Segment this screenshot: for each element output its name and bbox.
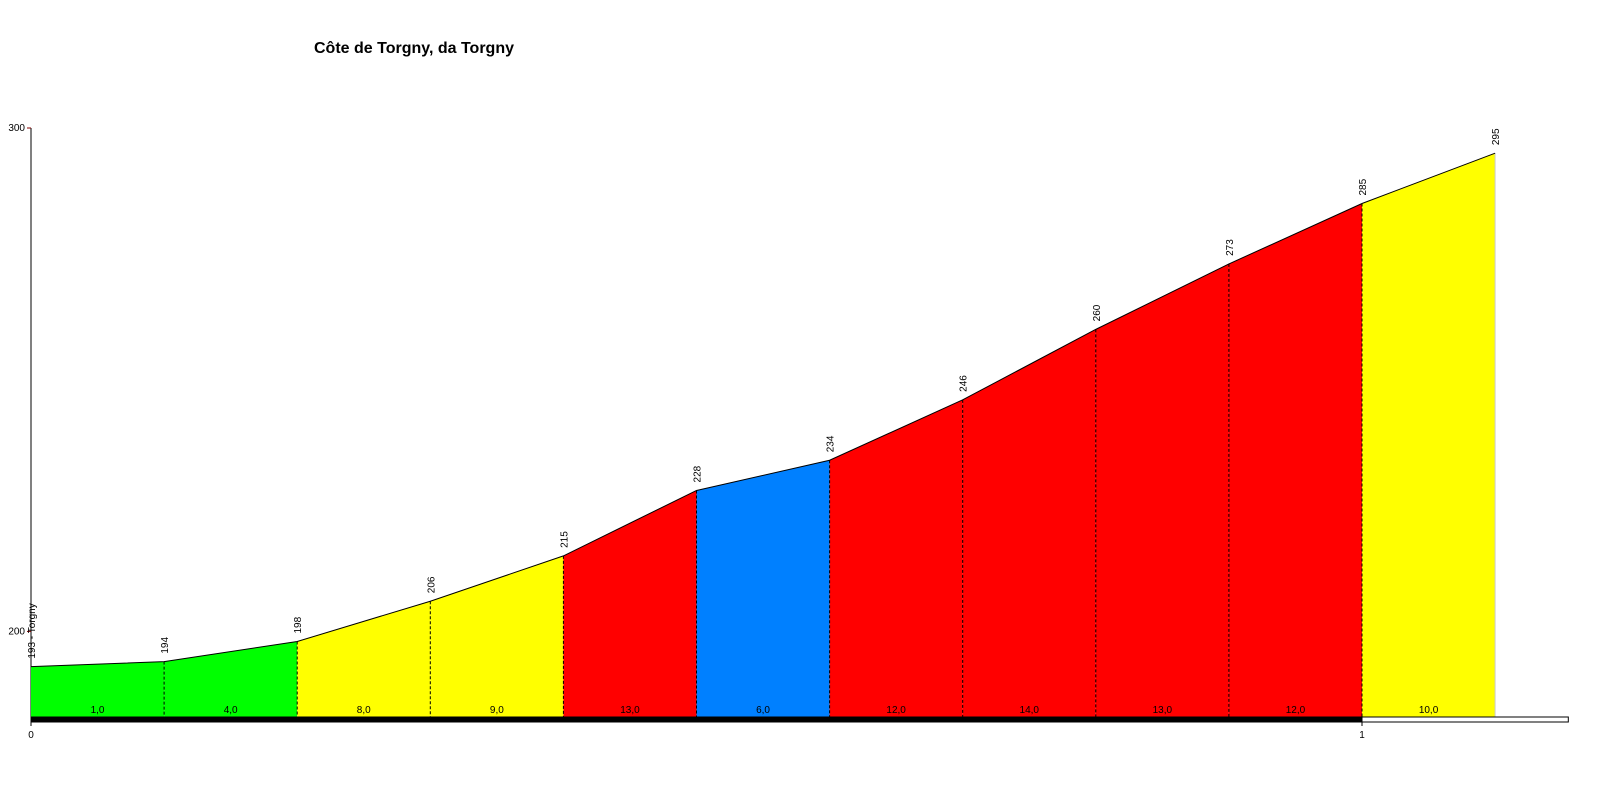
gradient-label: 12,0 <box>886 705 906 716</box>
elevation-label: 295 <box>1491 128 1502 145</box>
gradient-label: 10,0 <box>1419 705 1439 716</box>
gradient-label: 13,0 <box>1153 705 1173 716</box>
gradient-label: 4,0 <box>224 705 238 716</box>
gradient-label: 1,0 <box>91 705 105 716</box>
profile-segment <box>297 601 431 717</box>
elevation-label: 194 <box>160 637 171 654</box>
elevation-label: 198 <box>293 616 304 633</box>
y-tick-label: 300 <box>8 123 25 134</box>
y-tick-label: 200 <box>8 626 25 637</box>
gradient-label: 14,0 <box>1020 705 1040 716</box>
elevation-label: 228 <box>693 465 704 482</box>
profile-segment <box>164 641 298 717</box>
profile-line <box>30 152 1496 668</box>
profile-segment <box>563 490 697 717</box>
profile-segment <box>1228 203 1362 717</box>
gradient-label: 12,0 <box>1286 705 1306 716</box>
profile-segment <box>1362 153 1496 717</box>
chart-title: Côte de Torgny, da Torgny <box>314 40 514 57</box>
elevation-label: 260 <box>1092 304 1103 321</box>
distance-bar <box>30 716 1363 723</box>
elevation-label: 285 <box>1358 178 1369 195</box>
elevation-label: 193 - Torgny <box>27 603 38 658</box>
gradient-label: 9,0 <box>490 705 504 716</box>
gradient-label: 8,0 <box>357 705 371 716</box>
x-tick-label: 0 <box>28 730 34 741</box>
elevation-label: 206 <box>426 576 437 593</box>
distance-bar <box>1361 716 1569 723</box>
profile-segment <box>430 555 564 717</box>
profile-segment <box>31 661 165 717</box>
profile-segment <box>1095 263 1229 717</box>
profile-segment <box>696 460 830 717</box>
gradient-label: 13,0 <box>620 705 640 716</box>
elevation-label: 234 <box>826 435 837 452</box>
x-tick-label: 1 <box>1359 730 1365 741</box>
elevation-label: 273 <box>1225 239 1236 256</box>
gradient-label: 6,0 <box>756 705 770 716</box>
profile-segment <box>962 329 1096 717</box>
elevation-label: 215 <box>559 531 570 548</box>
profile-segment <box>829 399 963 717</box>
elevation-label: 246 <box>959 375 970 392</box>
